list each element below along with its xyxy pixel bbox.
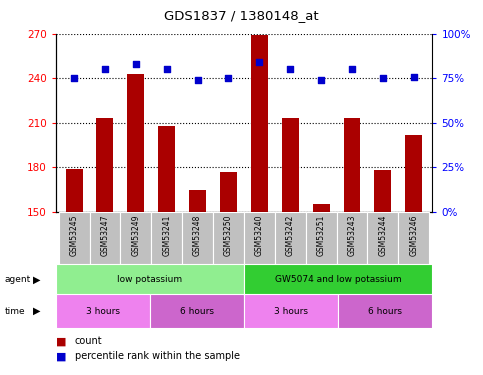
Bar: [182, 212, 213, 264]
Point: [256, 59, 263, 65]
Text: 3 hours: 3 hours: [85, 307, 120, 316]
Point: [317, 77, 325, 83]
Text: GSM53251: GSM53251: [317, 214, 326, 256]
Bar: [189, 190, 206, 212]
Bar: [150, 294, 244, 328]
Text: agent: agent: [5, 275, 31, 284]
Text: ▶: ▶: [32, 306, 40, 316]
Bar: [275, 212, 306, 264]
Text: GSM53241: GSM53241: [162, 214, 171, 256]
Bar: [66, 169, 83, 212]
Text: GSM53243: GSM53243: [347, 214, 356, 256]
Text: GSM53244: GSM53244: [378, 214, 387, 256]
Text: GSM53242: GSM53242: [286, 214, 295, 256]
Text: low potassium: low potassium: [117, 275, 182, 284]
Bar: [56, 294, 150, 328]
Bar: [97, 118, 114, 212]
Text: percentile rank within the sample: percentile rank within the sample: [75, 351, 240, 361]
Point: [132, 61, 140, 67]
Text: 3 hours: 3 hours: [274, 307, 308, 316]
Text: GDS1837 / 1380148_at: GDS1837 / 1380148_at: [164, 9, 319, 22]
Bar: [89, 212, 120, 264]
Text: count: count: [75, 336, 102, 346]
Bar: [343, 118, 360, 212]
Bar: [306, 212, 337, 264]
Text: GW5074 and low potassium: GW5074 and low potassium: [275, 275, 401, 284]
Bar: [374, 170, 391, 212]
Text: 6 hours: 6 hours: [368, 307, 402, 316]
Text: GSM53250: GSM53250: [224, 214, 233, 256]
Bar: [128, 74, 144, 212]
Text: GSM53247: GSM53247: [100, 214, 110, 256]
Text: ▶: ▶: [32, 274, 40, 284]
Text: GSM53240: GSM53240: [255, 214, 264, 256]
Bar: [244, 264, 432, 294]
Bar: [251, 35, 268, 212]
Point: [286, 66, 294, 72]
Bar: [120, 212, 151, 264]
Bar: [405, 135, 422, 212]
Text: GSM53249: GSM53249: [131, 214, 141, 256]
Bar: [282, 118, 298, 212]
Bar: [56, 264, 244, 294]
Point: [348, 66, 356, 72]
Point: [379, 75, 387, 81]
Bar: [213, 212, 244, 264]
Text: 6 hours: 6 hours: [180, 307, 214, 316]
Text: GSM53248: GSM53248: [193, 214, 202, 256]
Bar: [338, 294, 432, 328]
Bar: [244, 212, 275, 264]
Bar: [220, 172, 237, 212]
Bar: [368, 212, 398, 264]
Bar: [151, 212, 182, 264]
Text: GSM53246: GSM53246: [409, 214, 418, 256]
Text: ■: ■: [56, 351, 66, 361]
Text: ■: ■: [56, 336, 66, 346]
Point: [225, 75, 232, 81]
Bar: [313, 204, 329, 212]
Bar: [398, 212, 429, 264]
Text: GSM53245: GSM53245: [70, 214, 79, 256]
Point: [410, 74, 418, 80]
Bar: [58, 212, 89, 264]
Point: [194, 77, 201, 83]
Bar: [158, 126, 175, 212]
Bar: [244, 294, 338, 328]
Point: [163, 66, 170, 72]
Point: [101, 66, 109, 72]
Text: time: time: [5, 307, 26, 316]
Point: [70, 75, 78, 81]
Bar: [337, 212, 368, 264]
